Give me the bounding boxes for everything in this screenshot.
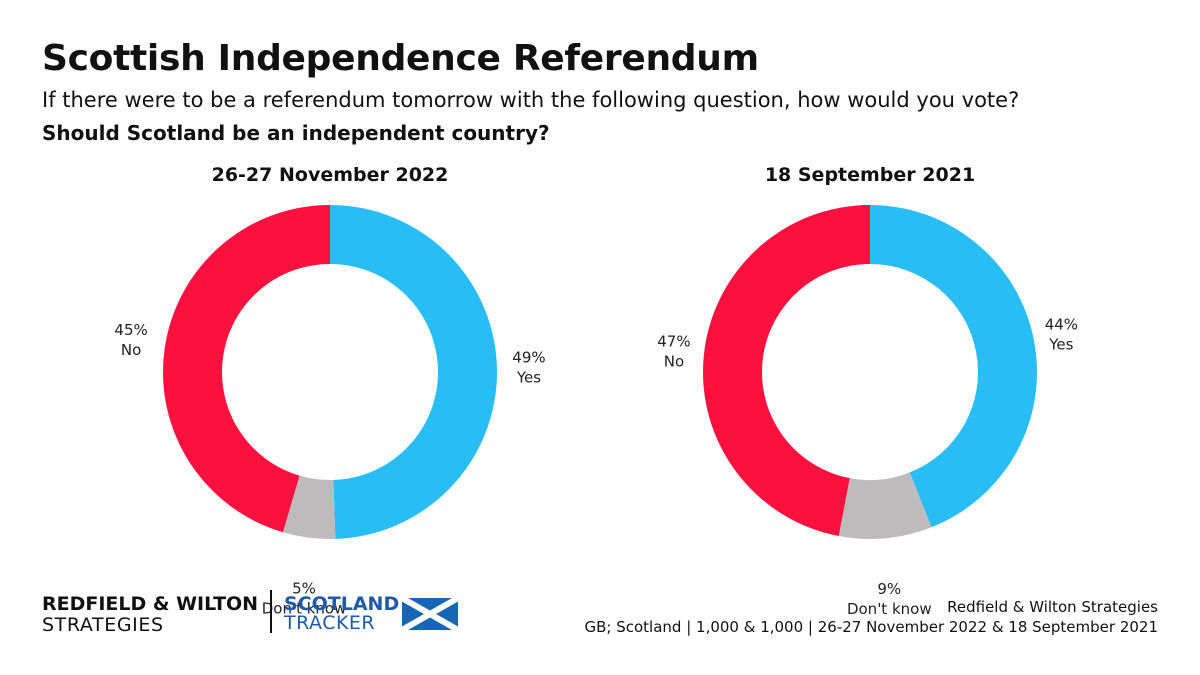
donut-segment-no bbox=[163, 205, 330, 533]
data-label-yes-percent: 49% bbox=[512, 349, 545, 367]
tracker-logo-line2: TRACKER bbox=[284, 612, 376, 634]
data-label-yes-category: Yes bbox=[516, 369, 541, 387]
data-label-no-category: No bbox=[664, 353, 684, 371]
source-line-2: GB; Scotland | 1,000 & 1,000 | 26-27 Nov… bbox=[584, 618, 1158, 636]
donut-chart-sep-2021: 44% Yes 9% Don't know 47% No bbox=[657, 205, 1078, 618]
donut-chart-nov-2022: 49% Yes 5% Don't know 45% No bbox=[114, 205, 546, 617]
brand-name: REDFIELD & WILTON bbox=[42, 593, 259, 615]
tracker-logo-line1: SCOTLAND bbox=[284, 593, 400, 615]
donut-segment-don-t-know bbox=[838, 472, 932, 539]
page-title: Scottish Independence Referendum bbox=[42, 38, 759, 79]
data-label-don-t-know-category: Don't know bbox=[847, 600, 932, 618]
brand-subtitle: STRATEGIES bbox=[42, 614, 164, 636]
data-label-no-percent: 47% bbox=[657, 333, 690, 351]
chart-title-nov-2022: 26-27 November 2022 bbox=[211, 164, 449, 186]
data-label-don-t-know-percent: 9% bbox=[877, 580, 901, 598]
chart-title-sep-2021: 18 September 2021 bbox=[764, 164, 976, 186]
data-label-yes-category: Yes bbox=[1048, 336, 1073, 354]
donut-segment-no bbox=[703, 205, 870, 537]
donut-segment-yes bbox=[330, 205, 498, 539]
source-line-1: Redfield & Wilton Strategies bbox=[947, 598, 1158, 616]
survey-question: Should Scotland be an independent countr… bbox=[42, 121, 550, 145]
data-label-no-category: No bbox=[121, 341, 141, 359]
donut-segment-yes bbox=[870, 205, 1037, 528]
data-label-yes-percent: 44% bbox=[1045, 316, 1078, 334]
data-label-no-percent: 45% bbox=[114, 321, 147, 339]
data-label-don-t-know-category: Don't know bbox=[262, 599, 347, 617]
page-subtitle: If there were to be a referendum tomorro… bbox=[42, 88, 1020, 112]
data-label-don-t-know-percent: 5% bbox=[292, 579, 316, 597]
scotland-flag-icon bbox=[402, 598, 458, 630]
brand-divider bbox=[270, 590, 272, 633]
donut-segment-don-t-know bbox=[282, 475, 336, 539]
